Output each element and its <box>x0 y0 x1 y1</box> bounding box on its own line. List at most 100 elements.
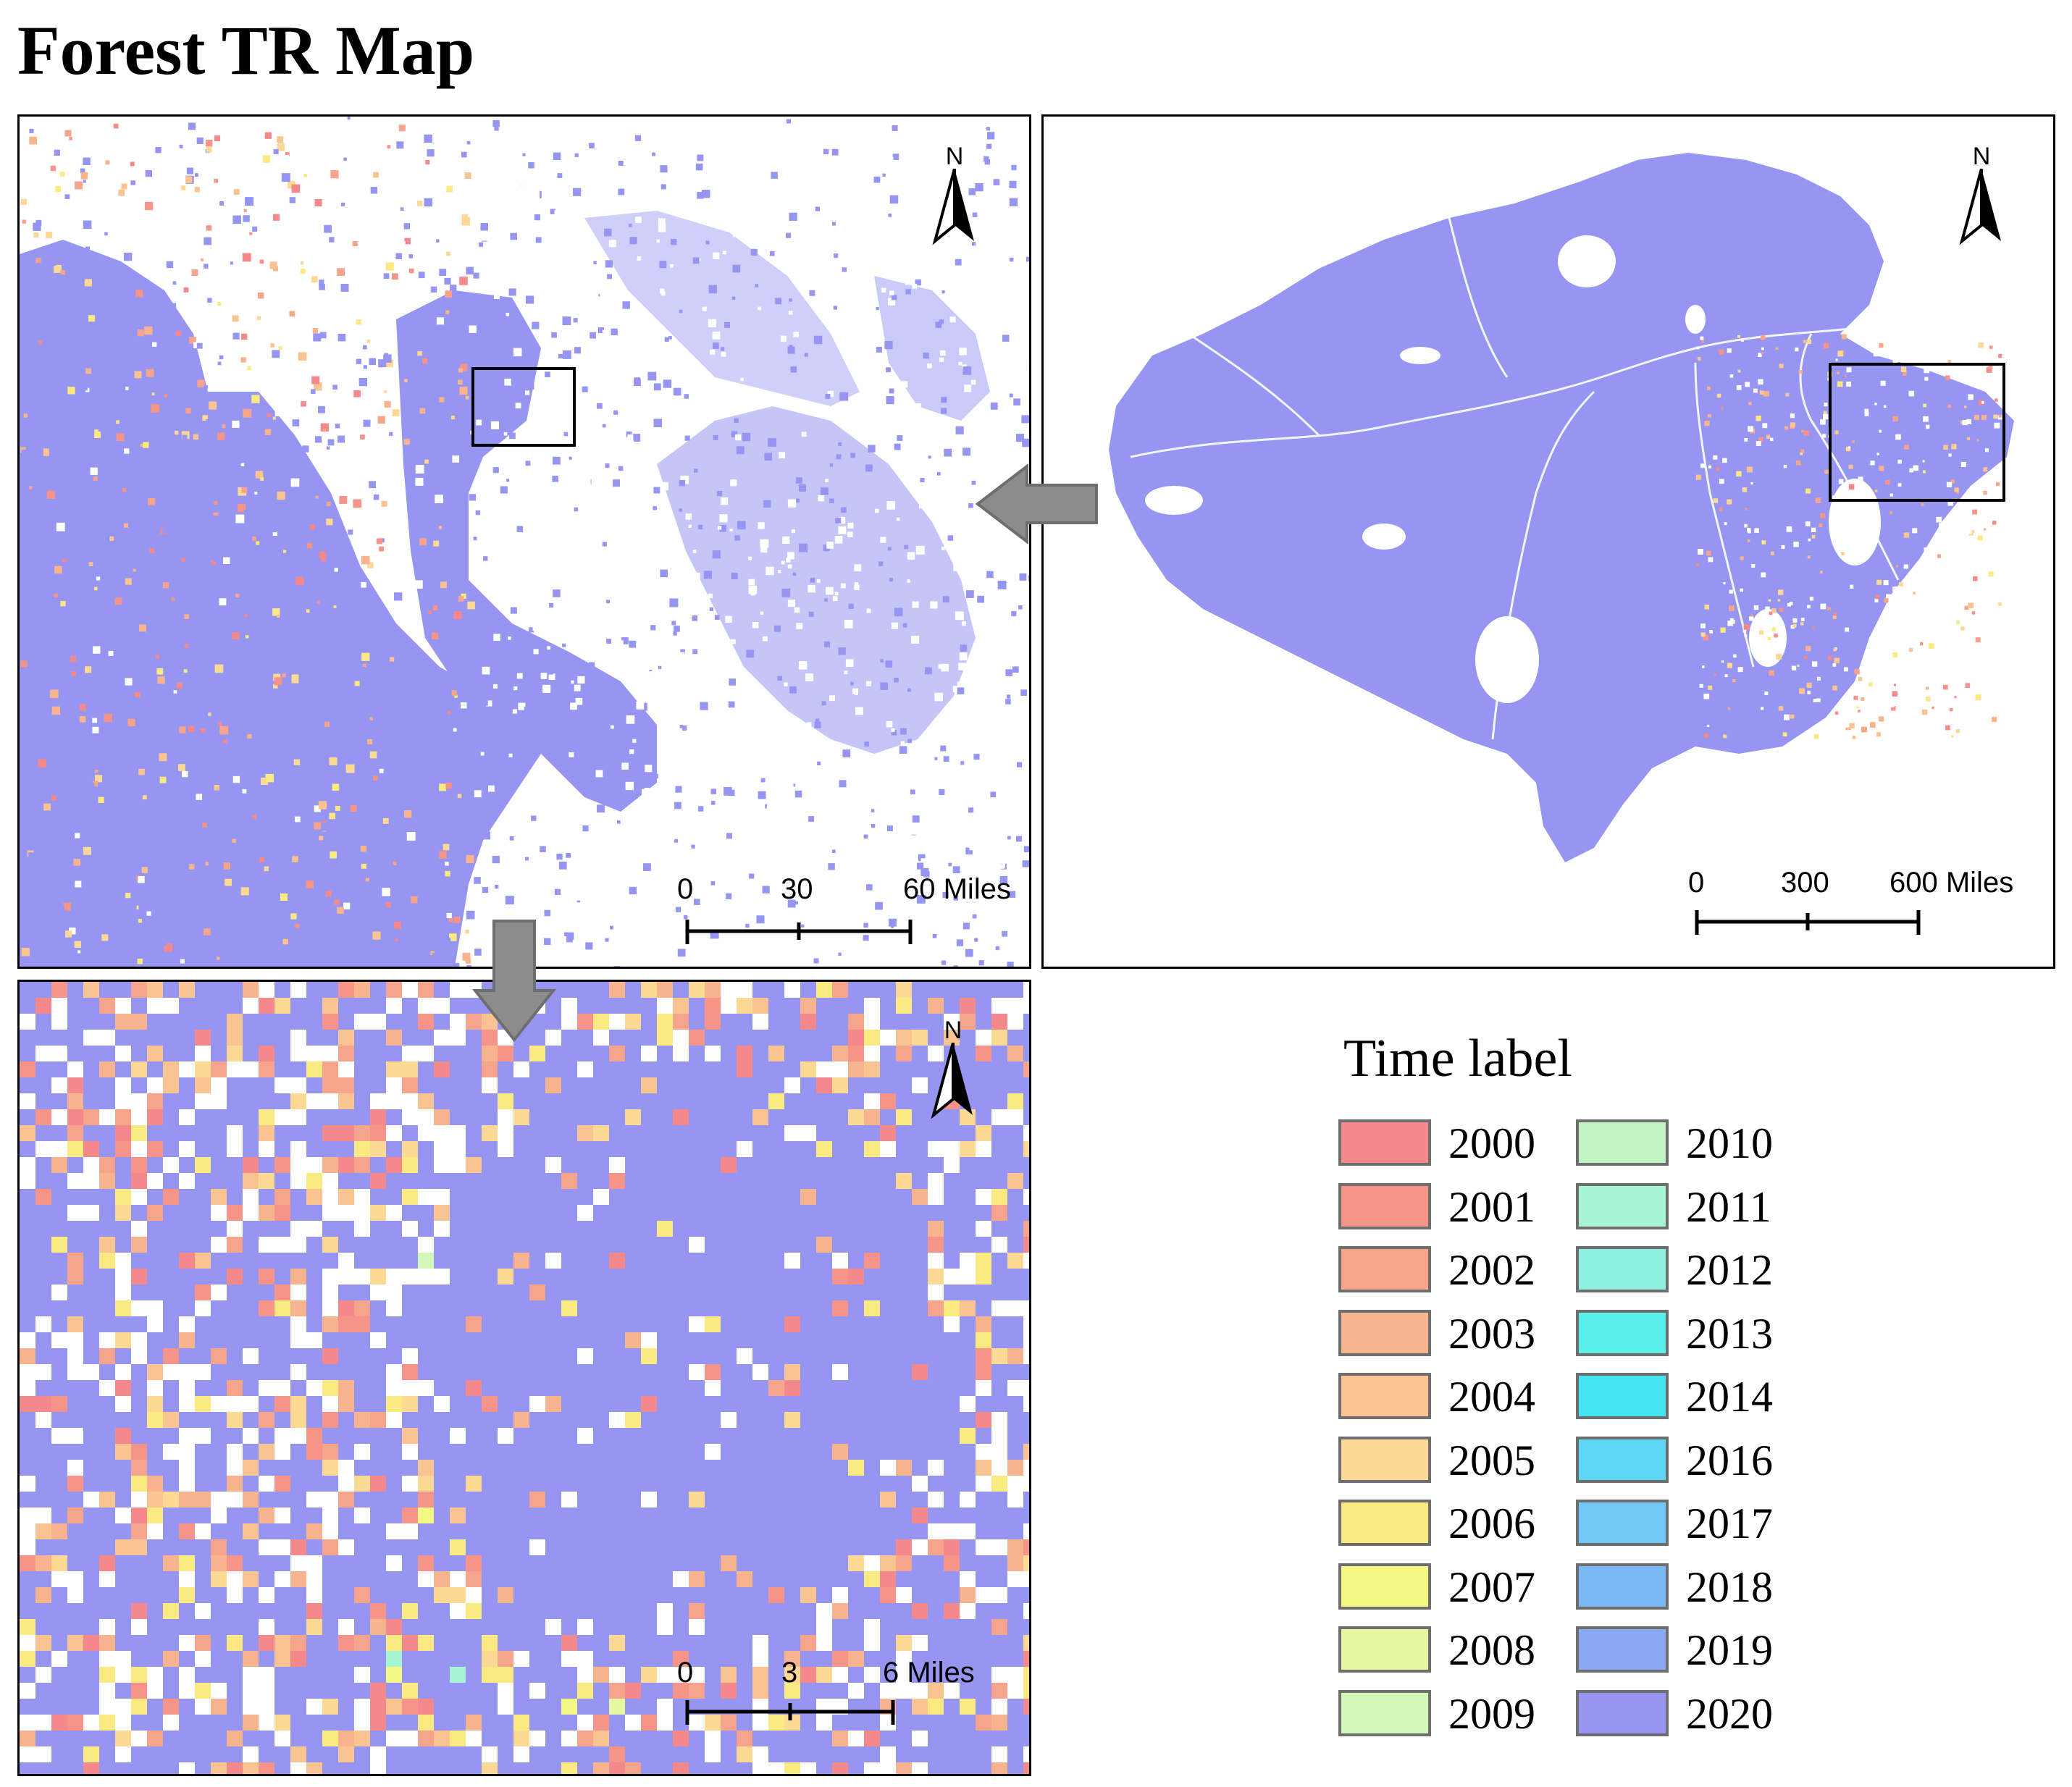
raster-speck <box>616 286 621 292</box>
raster-cell <box>689 1619 705 1635</box>
raster-speck <box>487 142 496 151</box>
raster-speck <box>138 904 146 911</box>
raster-speck <box>175 430 179 435</box>
raster-speck <box>542 684 551 693</box>
raster-speck <box>948 492 954 499</box>
raster-cell <box>386 1061 402 1077</box>
raster-cell <box>721 998 737 1014</box>
raster-speck <box>1009 393 1013 398</box>
raster-cell <box>195 1635 211 1651</box>
raster-cell <box>20 1348 35 1364</box>
raster-speck <box>542 836 548 842</box>
raster-speck <box>613 333 621 340</box>
raster-speck <box>387 145 391 148</box>
raster-cell <box>243 1651 259 1667</box>
raster-speck <box>523 654 530 662</box>
raster-speck <box>1698 549 1703 555</box>
raster-speck <box>447 711 451 715</box>
raster-cell <box>641 1332 657 1348</box>
raster-cell <box>976 1221 991 1237</box>
raster-speck <box>480 698 488 706</box>
raster-speck <box>1727 348 1732 353</box>
raster-speck <box>412 514 421 524</box>
raster-cell <box>259 1141 274 1157</box>
raster-cell <box>290 1364 306 1380</box>
raster-cell <box>896 1555 912 1571</box>
raster-speck <box>145 170 152 177</box>
raster-cell <box>179 1332 195 1348</box>
raster-cell <box>386 1619 402 1635</box>
raster-speck <box>844 179 852 186</box>
raster-speck <box>660 288 665 293</box>
raster-speck <box>1967 489 1972 494</box>
raster-cell <box>338 1539 354 1555</box>
scale-bar: 0 300 600 Miles <box>1688 867 2014 946</box>
raster-speck <box>1835 358 1838 361</box>
raster-speck <box>582 142 587 146</box>
raster-speck <box>23 413 28 418</box>
raster-speck <box>1762 423 1768 429</box>
raster-cell <box>67 1364 83 1380</box>
raster-cell <box>976 1253 991 1269</box>
raster-speck <box>941 290 945 294</box>
raster-cell <box>848 1683 864 1699</box>
raster-speck <box>794 790 802 798</box>
raster-speck <box>965 949 973 957</box>
raster-speck <box>574 347 581 354</box>
raster-speck <box>897 435 903 441</box>
raster-speck <box>465 929 469 934</box>
raster-speck <box>665 627 672 635</box>
north-arrow: N <box>1956 143 2007 245</box>
raster-speck <box>875 901 883 910</box>
raster-speck <box>725 615 732 623</box>
raster-cell <box>593 1030 609 1046</box>
scale-bar: 0 30 60 Miles <box>677 873 1011 953</box>
raster-cell <box>179 1667 195 1683</box>
legend-swatch <box>1576 1689 1669 1736</box>
raster-cell <box>1023 1476 1029 1492</box>
raster-speck <box>481 232 490 241</box>
raster-cell <box>545 1253 561 1269</box>
raster-cell <box>673 1014 689 1030</box>
raster-speck <box>1967 547 1971 551</box>
raster-speck <box>223 862 230 870</box>
raster-speck <box>483 168 488 173</box>
raster-speck <box>243 215 250 222</box>
raster-speck <box>452 455 460 463</box>
raster-speck <box>1020 647 1028 656</box>
raster-cell <box>306 1189 322 1205</box>
raster-speck <box>284 657 292 665</box>
raster-cell <box>131 1300 147 1316</box>
raster-speck <box>1879 716 1884 722</box>
raster-cell <box>991 1476 1007 1492</box>
raster-speck <box>799 288 805 293</box>
raster-speck <box>449 285 457 292</box>
raster-cell <box>35 1715 51 1731</box>
raster-cell <box>290 1762 306 1774</box>
raster-speck <box>458 379 463 385</box>
raster-speck <box>163 628 169 634</box>
raster-speck <box>1997 739 2002 744</box>
raster-speck <box>125 313 130 318</box>
raster-cell <box>561 1635 577 1651</box>
raster-speck <box>684 435 690 441</box>
raster-cell <box>1007 1476 1023 1492</box>
raster-speck <box>983 156 989 162</box>
raster-speck <box>597 804 605 813</box>
raster-speck <box>889 754 894 759</box>
raster-cell <box>163 1651 179 1667</box>
raster-cell <box>991 1300 1007 1316</box>
raster-speck <box>189 337 196 344</box>
raster-speck <box>487 191 490 195</box>
raster-speck <box>928 455 931 459</box>
raster-cell <box>147 1492 163 1508</box>
raster-speck <box>1939 523 1943 527</box>
raster-cell <box>1023 1571 1029 1587</box>
raster-speck <box>716 946 723 953</box>
raster-speck <box>416 201 423 206</box>
raster-cell <box>402 1364 418 1380</box>
raster-cell <box>721 1157 737 1173</box>
raster-speck <box>731 572 738 579</box>
north-arrow-icon <box>932 169 974 245</box>
raster-speck <box>1936 516 1942 523</box>
